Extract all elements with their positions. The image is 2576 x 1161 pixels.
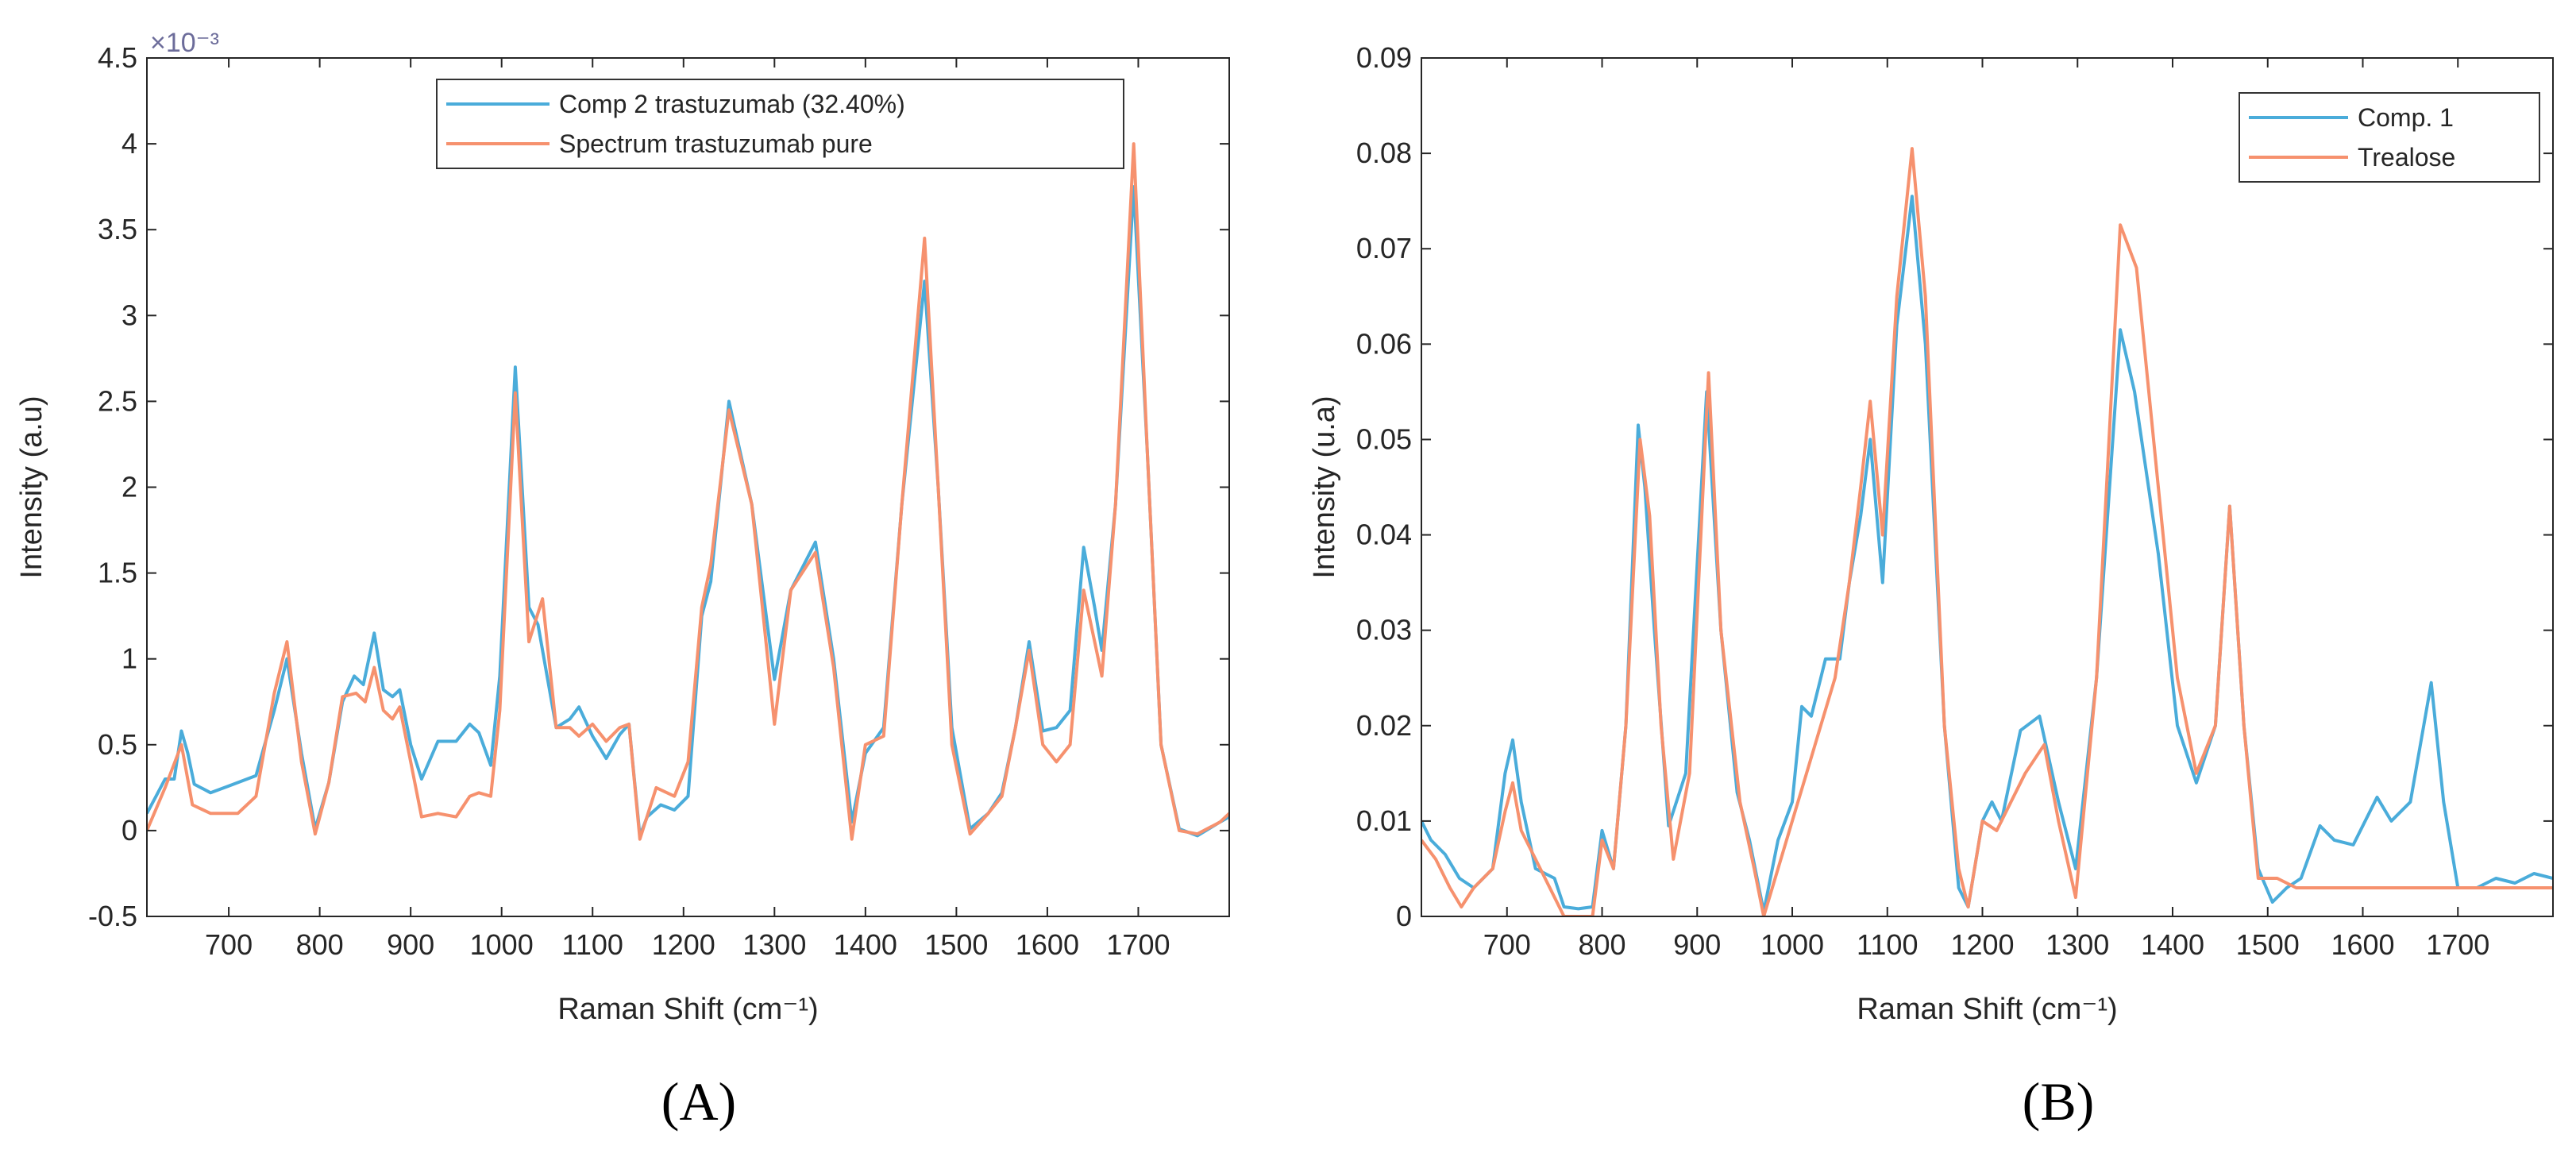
y-tick-label-b: 0.08 xyxy=(1356,137,1412,169)
y-tick-label-b: 0.01 xyxy=(1356,804,1412,837)
plot-area-b xyxy=(1421,57,2554,917)
y-tick-label-b: 0.07 xyxy=(1356,232,1412,264)
legend-label-a-1: Comp 2 trastuzumab (32.40%) xyxy=(559,90,905,118)
x-tick-label-b: 1600 xyxy=(2331,928,2394,961)
y-tick-label-a: 0.5 xyxy=(98,728,137,761)
y-tick-label-b: 0 xyxy=(1396,900,1412,932)
x-tick-label-b: 700 xyxy=(1483,928,1531,961)
x-tick-label-a: 1100 xyxy=(562,928,623,961)
panel-a-caption: (A) xyxy=(661,1071,736,1132)
series-line-b-2 xyxy=(1421,147,2553,916)
y-axis-label-b: Intensity (u.a) xyxy=(1308,395,1341,578)
x-tick-label-a: 1600 xyxy=(1016,928,1079,961)
y-tick-label-a: 0 xyxy=(121,814,137,847)
legend-box-a xyxy=(436,79,1124,169)
x-tick-label-b: 1300 xyxy=(2046,928,2109,961)
y-tick-label-b: 0.05 xyxy=(1356,422,1412,455)
x-tick-label-b: 1100 xyxy=(1857,928,1918,961)
y-tick-label-a: -0.5 xyxy=(88,900,137,932)
x-tick-label-b: 1500 xyxy=(2236,928,2300,961)
x-tick-label-a: 1200 xyxy=(652,928,715,961)
series-line-a-2 xyxy=(147,142,1229,841)
x-tick-label-b: 800 xyxy=(1578,928,1625,961)
y-tick-label-a: 2 xyxy=(121,471,137,503)
y-tick-label-a: 3 xyxy=(121,299,137,331)
y-tick-label-b: 0.03 xyxy=(1356,614,1412,646)
legend-b: Comp. 1 Trealose xyxy=(2239,92,2540,183)
x-tick-label-b: 1700 xyxy=(2426,928,2489,961)
series-line-a-1 xyxy=(147,185,1229,838)
x-tick-label-b: 1200 xyxy=(1950,928,2014,961)
panel-b-caption: (B) xyxy=(2023,1071,2095,1132)
y-axis-label-a: Intensity (a.u) xyxy=(15,395,48,578)
y-tick-label-a: 1.5 xyxy=(98,557,137,589)
y-tick-label-b: 0.04 xyxy=(1356,519,1412,551)
y-tick-label-a: 4 xyxy=(121,127,137,160)
x-tick-label-a: 800 xyxy=(296,928,344,961)
x-tick-label-a: 1500 xyxy=(924,928,988,961)
x-tick-label-a: 1400 xyxy=(834,928,897,961)
x-tick-label-b: 1400 xyxy=(2141,928,2204,961)
legend-label-a-2: Spectrum trastuzumab pure xyxy=(559,129,873,158)
x-axis-label-b: Raman Shift (cm⁻¹) xyxy=(1857,993,2117,1026)
x-axis-label-a: Raman Shift (cm⁻¹) xyxy=(557,993,818,1026)
y-tick-label-a: 1 xyxy=(121,642,137,675)
x-tick-label-a: 900 xyxy=(387,928,434,961)
x-tick-label-a: 700 xyxy=(205,928,253,961)
y-tick-label-a: 2.5 xyxy=(98,384,137,417)
y-tick-label-a: 4.5 xyxy=(98,41,137,74)
x-tick-label-b: 1000 xyxy=(1760,928,1824,961)
y-tick-label-a: 3.5 xyxy=(98,213,137,245)
y-tick-label-b: 0.06 xyxy=(1356,327,1412,360)
series-line-b-1 xyxy=(1421,195,2553,913)
legend-label-b-1: Comp. 1 xyxy=(2358,103,2454,132)
x-tick-label-b: 900 xyxy=(1673,928,1721,961)
legend-label-b-2: Trealose xyxy=(2358,143,2455,172)
legend-a: Comp 2 trastuzumab (32.40%) Spectrum tras… xyxy=(436,79,1124,169)
chart-panel-b: 700 800 900 1000 1100 1200 1300 1400 1500 1600 170… xyxy=(1308,41,2554,1026)
chart-panel-a: 700 800 900 1000 1100 1200 1300 1400 1500 1600 170… xyxy=(15,28,1230,1026)
legend-box-b xyxy=(2239,92,2540,183)
x-tick-label-a: 1700 xyxy=(1106,928,1170,961)
y-tick-label-b: 0.09 xyxy=(1356,41,1412,74)
y-tick-label-b: 0.02 xyxy=(1356,709,1412,742)
axis-exponent-a: ×10⁻³ xyxy=(150,28,219,58)
x-tick-label-a: 1000 xyxy=(470,928,534,961)
x-tick-label-a: 1300 xyxy=(742,928,806,961)
